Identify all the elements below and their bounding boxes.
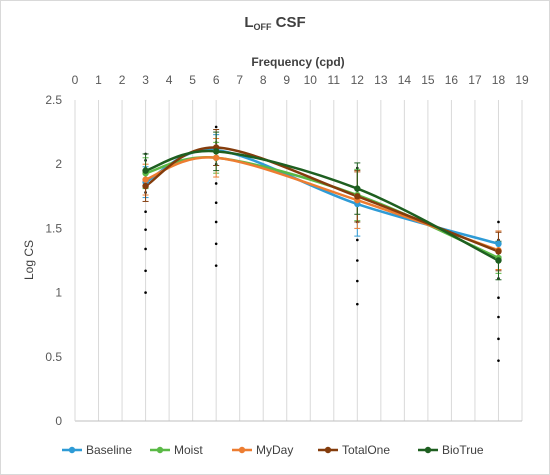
axes: 0 1 2 3 4 5 6 7 8 9 10 11 12 13 14 15 16 17 18 1900.511.522… xyxy=(45,73,529,428)
x-tick-label: 10 xyxy=(304,73,318,87)
legend-swatch-marker xyxy=(424,446,432,454)
chart-title: LOFF CSF xyxy=(0,14,550,32)
x-tick-label: 7 xyxy=(236,73,243,87)
chart-title-rest: CSF xyxy=(271,14,306,31)
x-tick-label: 13 xyxy=(374,73,388,87)
series-marker-biotrue xyxy=(495,257,502,264)
x-tick-label: 6 xyxy=(213,73,220,87)
series-markers xyxy=(142,144,502,264)
x-tick-label: 14 xyxy=(398,73,412,87)
x-tick-label: 12 xyxy=(351,73,365,87)
series-marker-totalone xyxy=(354,193,361,200)
y-tick-label: 2 xyxy=(55,157,62,171)
legend-label: BioTrue xyxy=(442,443,484,457)
individual-point xyxy=(497,359,500,362)
x-tick-label: 2 xyxy=(119,73,126,87)
y-tick-label: 1 xyxy=(55,286,62,300)
y-tick-label: 0 xyxy=(55,414,62,428)
y-tick-label: 0.5 xyxy=(45,350,62,364)
chart-title-main: L xyxy=(244,14,254,31)
x-tick-label: 4 xyxy=(166,73,173,87)
individual-point xyxy=(497,220,500,224)
individual-point xyxy=(144,210,147,214)
series-marker-baseline xyxy=(495,240,502,248)
chart-title-subscript: OFF xyxy=(253,22,272,32)
series-marker-biotrue xyxy=(354,185,361,192)
legend-swatch-marker xyxy=(68,446,76,454)
series-lines xyxy=(144,146,500,262)
individual-point xyxy=(214,220,218,224)
x-tick-label: 9 xyxy=(283,73,290,87)
individual-point xyxy=(214,264,218,267)
y-axis-label: Log CS xyxy=(22,240,36,280)
individual-point xyxy=(144,228,147,231)
series-line-biotrue xyxy=(145,149,500,262)
x-tick-label: 18 xyxy=(492,73,506,87)
individual-point xyxy=(497,337,500,341)
series-marker-totalone xyxy=(495,248,502,255)
x-tick-label: 5 xyxy=(189,73,196,87)
grid-lines xyxy=(74,100,523,421)
individual-point xyxy=(214,182,218,185)
individual-point xyxy=(144,291,147,294)
individual-point xyxy=(356,259,359,262)
y-tick-label: 1.5 xyxy=(45,221,62,235)
individual-point xyxy=(497,315,500,319)
legend-label: TotalOne xyxy=(342,443,390,457)
x-tick-label: 19 xyxy=(515,73,529,87)
legend-label: MyDay xyxy=(256,443,293,457)
series-line-moist xyxy=(145,156,499,260)
legend-label: Moist xyxy=(174,443,203,457)
individual-point xyxy=(144,247,147,251)
individual-point xyxy=(497,296,500,300)
legend-swatch-marker xyxy=(156,446,164,454)
x-tick-label: 1 xyxy=(95,73,102,87)
x-tick-label: 17 xyxy=(468,73,482,87)
individual-points xyxy=(144,125,500,362)
x-tick-label: 16 xyxy=(445,73,459,87)
series-marker-myday xyxy=(212,154,220,161)
x-tick-label: 8 xyxy=(260,73,267,87)
series-marker-biotrue xyxy=(212,148,220,155)
series-marker-myday xyxy=(142,176,149,183)
individual-point xyxy=(144,269,147,273)
legend-swatch-marker xyxy=(238,446,246,454)
x-tick-label: 0 xyxy=(72,73,79,87)
individual-point xyxy=(214,125,218,129)
legend-swatch-marker xyxy=(324,446,332,454)
y-tick-label: 2.5 xyxy=(45,93,62,107)
individual-point xyxy=(356,238,359,242)
legend: Baseline Moist MyDay TotalOne BioTrue xyxy=(62,443,484,457)
individual-point xyxy=(356,302,359,306)
x-tick-label: 15 xyxy=(421,73,435,87)
series-line-myday xyxy=(145,156,499,252)
individual-point xyxy=(214,201,218,205)
series-line-totalone xyxy=(144,146,499,253)
series-marker-biotrue xyxy=(142,167,149,174)
legend-label: Baseline xyxy=(86,443,132,457)
series-marker-totalone xyxy=(142,182,149,190)
x-axis-label: Frequency (cpd) xyxy=(251,55,344,69)
individual-point xyxy=(356,279,359,283)
x-tick-label: 3 xyxy=(142,73,149,87)
individual-point xyxy=(214,242,218,246)
x-tick-label: 11 xyxy=(328,73,341,87)
